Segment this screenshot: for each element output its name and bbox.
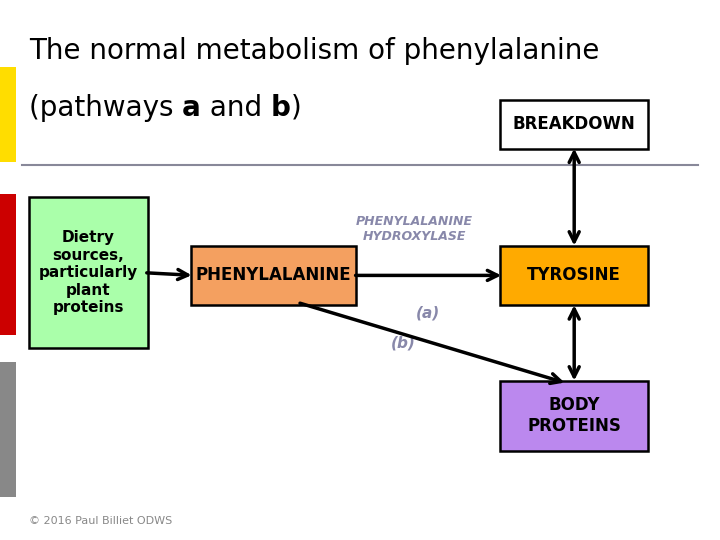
FancyBboxPatch shape <box>500 381 648 451</box>
Text: and: and <box>201 93 271 122</box>
FancyBboxPatch shape <box>500 246 648 305</box>
Text: Dietry
sources,
particularly
plant
proteins: Dietry sources, particularly plant prote… <box>39 231 138 315</box>
FancyBboxPatch shape <box>500 100 648 149</box>
FancyBboxPatch shape <box>29 197 148 348</box>
Text: (b): (b) <box>391 335 416 350</box>
Text: TYROSINE: TYROSINE <box>527 266 621 285</box>
Bar <box>0 362 16 497</box>
Text: PHENYLALANINE: PHENYLALANINE <box>196 266 351 285</box>
Text: a: a <box>182 93 201 122</box>
Text: The normal metabolism of phenylalanine: The normal metabolism of phenylalanine <box>29 37 599 65</box>
Text: BREAKDOWN: BREAKDOWN <box>513 115 636 133</box>
Text: ): ) <box>291 93 302 122</box>
Text: (a): (a) <box>416 305 441 320</box>
Bar <box>0 194 16 335</box>
Text: © 2016 Paul Billiet ODWS: © 2016 Paul Billiet ODWS <box>29 516 172 526</box>
Text: BODY
PROTEINS: BODY PROTEINS <box>527 396 621 435</box>
Bar <box>0 68 16 162</box>
FancyBboxPatch shape <box>191 246 356 305</box>
Text: b: b <box>271 93 291 122</box>
Text: PHENYLALANINE
HYDROXYLASE: PHENYLALANINE HYDROXYLASE <box>356 215 472 243</box>
Text: (pathways: (pathways <box>29 93 182 122</box>
